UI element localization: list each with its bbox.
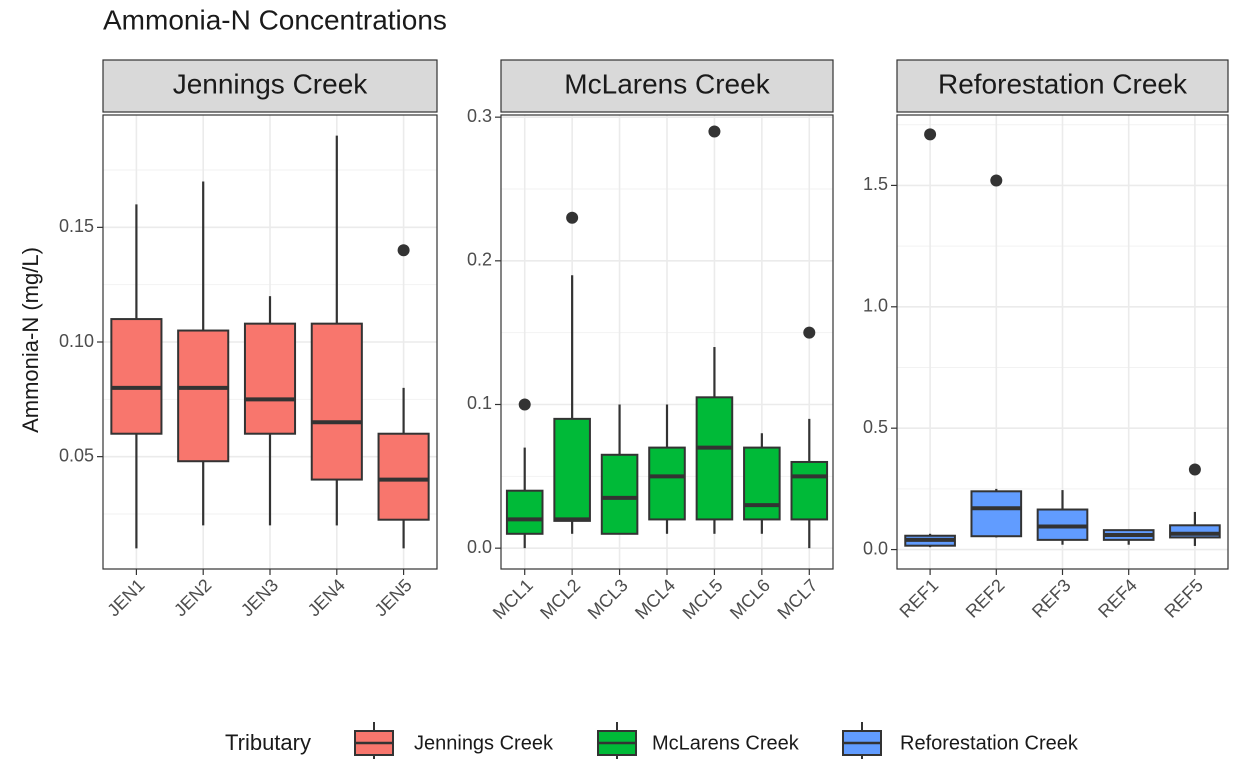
y-tick-label: 0.5 <box>863 417 888 437</box>
y-tick-label: 0.3 <box>467 106 492 126</box>
x-tick-label: JEN3 <box>237 575 282 620</box>
x-tick-label: MCL6 <box>726 575 774 623</box>
y-tick-label: 0.05 <box>59 445 94 465</box>
box <box>177 329 230 463</box>
panel-border <box>896 114 1229 570</box>
outlier <box>518 398 531 411</box>
box <box>310 322 363 481</box>
x-tick-label: REF1 <box>896 575 943 622</box>
legend-title: Tributary <box>225 730 311 755</box>
box <box>243 322 297 435</box>
box <box>553 417 591 522</box>
x-tick-label: REF2 <box>962 575 1009 622</box>
y-axis-label: Ammonia-N (mg/L) <box>18 247 43 433</box>
box <box>600 453 639 535</box>
x-tick-label: JEN1 <box>103 575 148 620</box>
box <box>110 318 163 435</box>
x-tick-label: JEN5 <box>371 575 416 620</box>
facet-title: McLarens Creek <box>564 68 770 99</box>
box <box>743 446 781 521</box>
y-tick-label: 0.2 <box>467 250 492 270</box>
y-tick-label: 1.0 <box>863 296 888 316</box>
x-tick-label: JEN4 <box>304 575 349 620</box>
y-tick-label: 0.15 <box>59 216 94 236</box>
x-tick-label: MCL5 <box>679 575 727 623</box>
legend-label: Reforestation Creek <box>900 732 1079 754</box>
y-tick-label: 1.5 <box>863 174 888 194</box>
box <box>505 489 544 535</box>
panel-border <box>500 114 834 570</box>
x-tick-label: MCL1 <box>489 575 537 623</box>
outlier <box>990 174 1003 187</box>
box <box>695 396 734 521</box>
x-tick-label: JEN2 <box>170 575 215 620</box>
facet-strip <box>896 59 1229 113</box>
facet-strip <box>500 59 834 113</box>
box <box>377 432 430 521</box>
x-tick-label: MCL3 <box>584 575 632 623</box>
chart-title: Ammonia-N Concentrations <box>103 4 447 35</box>
x-tick-label: MCL7 <box>773 575 821 623</box>
x-tick-label: MCL2 <box>536 575 584 623</box>
x-tick-label: REF5 <box>1160 575 1207 622</box>
facet-title: Jennings Creek <box>173 68 369 99</box>
outlier <box>708 125 721 138</box>
outlier <box>1188 463 1201 476</box>
box <box>970 490 1023 538</box>
y-tick-label: 0.0 <box>863 538 888 558</box>
box <box>648 446 686 521</box>
box <box>790 460 829 521</box>
x-tick-label: REF4 <box>1094 575 1141 622</box>
outlier <box>803 326 816 339</box>
y-tick-label: 0.10 <box>59 331 94 351</box>
outlier <box>397 244 410 257</box>
x-tick-label: MCL4 <box>631 575 679 623</box>
outlier <box>566 211 579 224</box>
x-tick-label: REF3 <box>1028 575 1075 622</box>
panel-border <box>102 114 438 570</box>
outlier <box>924 128 937 141</box>
legend-label: McLarens Creek <box>652 732 800 754</box>
y-tick-label: 0.0 <box>467 537 492 557</box>
legend-label: Jennings Creek <box>414 732 554 754</box>
facet-strip <box>102 59 438 113</box>
y-tick-label: 0.1 <box>467 393 492 413</box>
facet-title: Reforestation Creek <box>938 68 1188 99</box>
